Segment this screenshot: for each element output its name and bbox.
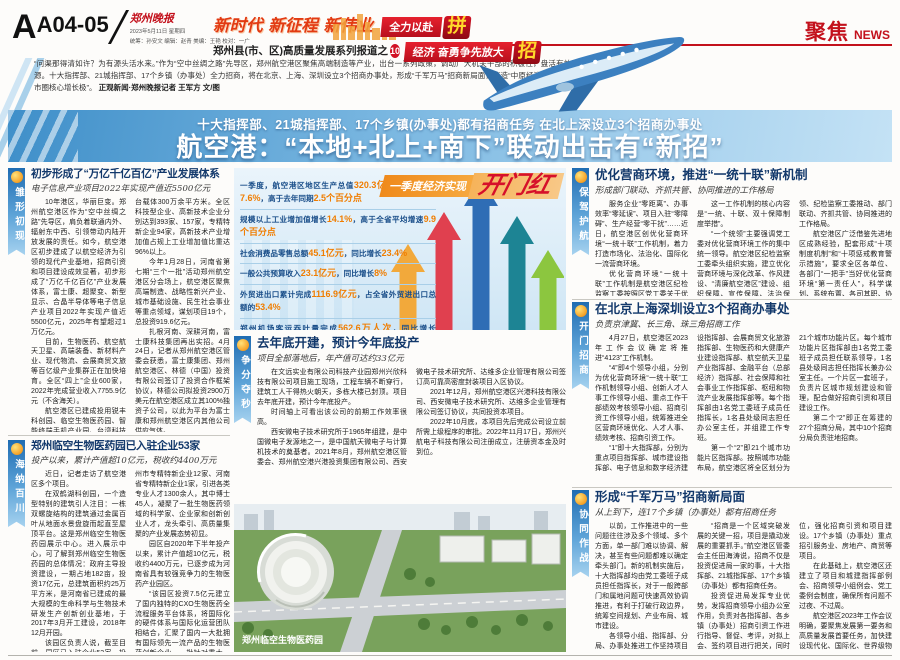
banner-text-1: 全力以赴 [380,17,443,38]
headline-banner: 十大指挥部、21城指挥部、17个乡镇(办事处)都有招商任务 在北上深设立3个招商… [8,110,892,162]
article-subhead: 从上到下，连17个乡镇（办事处）都有招商任务 [595,508,776,519]
stat-line: 规模以上工业增加值增长14.1%，高于全省平均增速9.9个百分点 [240,210,436,244]
divider [572,299,892,300]
article-subhead: 电子信息产业项目2022年实现产值近5500亿元 [31,184,211,195]
byline: 正观新闻·郑州晚报记者 王军方 文/图 [98,83,220,92]
aerial-photo-illustration: 郑州临空生物医药园 [234,504,566,652]
article-body: 服务企业“零距离”、办事效率“零延误”、项目入驻“零障碍”、生产经营“零干扰”…… [595,201,892,296]
series-line: 郑州县(市、区)高质量发展系列报道之 10 [213,43,401,58]
article-body: 10年港区，华丽巨变。郑州航空港区作为“空中丝绸之路”先导区，肩负着联通内外、辐… [31,199,230,432]
article-tab: 开门招商 [572,302,589,389]
article-body: 以前，工作推进中的一些问题往往涉及多个领域、多个方面，单一部门难以协调、解决，甚… [595,523,892,650]
article-body: 4月27日，航空港区2023年工作会议确定将推进“4123”工作机制。 “4”即4… [595,335,892,472]
article-construction-project: 争分夺秒 去年底开建，预计今年底投产 项目全部落地后，年产值可达约33亿元 在文… [234,336,566,500]
section-label: 聚焦 NEWS [805,16,890,46]
stat-line: 一般公共预算收入23.1亿元，同比增长8% [240,264,436,285]
article-title: 郑州临空生物医药园已入驻企业53家 [31,440,200,452]
series-number-badge: 10 [390,43,401,58]
article-title: 去年底开建，预计今年底投产 [257,336,420,350]
q1-economy-infographic: 一季度，航空港区地区生产总值320.3亿元，同比增长7.6%，高于去年同期2.5… [234,168,566,330]
section-name-en: NEWS [854,28,890,42]
masthead-divider [107,10,129,44]
article-title: 优化营商环境，推进“一统十联”新机制 [595,168,808,182]
stat-line: 郑州机场客运吞吐量完成562.6万人次，同比增长95.9% [240,322,436,330]
article-business-environment: 保驾护航 优化营商环境，推进“一统十联”新机制 形成部门联动、齐抓共管、协同推进… [572,168,892,296]
page-number-block: A A04-05 郑州晚报 2023年5月11日 星期四 统筹：孙安文 编辑：赵… [12,10,250,47]
date-line: 2023年5月11日 星期四 [129,29,186,35]
airplane-illustration [479,37,685,112]
series-text: 郑州县(市、区)高质量发展系列报道之 [213,45,388,57]
infographic-stats: 一季度，航空港区地区生产总值320.3亿元，同比增长7.6%，高于去年同期2.5… [240,176,436,330]
ribbon-text: 一季度经济实现 [379,175,478,197]
stat-line: 社会消费品零售总额45.1亿元，同比增长23.4% [240,244,436,265]
article-subhead: 负责京津冀、长三角、珠三角招商工作 [595,320,740,331]
article-subhead: 形成部门联动、齐抓共管、协同推进的工作格局 [595,186,774,197]
article-tab: 雏形初现 [8,168,25,255]
paper-name: 郑州晚报 [129,12,174,25]
divider [572,487,892,488]
article-tab: 协同作战 [572,490,589,577]
article-title: 初步形成了“万亿千亿百亿”产业发展体系 [31,168,220,180]
article-recruitment-pattern: 协同作战 形成“千军万马”招商新局面 从上到下，连17个乡镇（办事处）都有招商任… [572,490,892,652]
article-biomed-park: 海纳百川 郑州临空生物医药园已入驻企业53家 投产以来，累计产值超10亿元，税收… [8,440,230,652]
page-number: A04-05 [36,12,109,37]
article-tab: 海纳百川 [8,440,25,527]
aerial-photo: 郑州临空生物医药园 [234,504,566,652]
infographic-ribbon: 一季度经济实现 开门红 [379,170,565,199]
headline-kicker: 十大指挥部、21城指挥部、17个乡镇(办事处)都有招商任务 在北上深设立3个招商… [197,118,703,132]
page-bottom-rule [8,655,892,656]
ribbon-highlight: 开门红 [467,170,565,199]
article-subhead: 投产以来，累计产值超10亿元，税收约4400万元 [31,456,217,467]
page-letter: A [12,8,37,46]
article-tab: 争分夺秒 [234,336,251,423]
article-investment-offices: 开门招商 在北京上海深圳设立3个招商办事处 负责京津冀、长三角、珠三角招商工作 … [572,302,892,484]
main-headline: 航空港：“本地+北上+南下”联动出击有“新招” [176,132,724,162]
lede-paragraph: “问渠那得清如许？为有源头活水来。”作为“空中丝绸之路”先导区，郑州航空港区聚焦… [34,58,579,94]
credits-line: 统筹：孙安文 编辑：赵青 美编：王艳 校对：一广 [129,39,250,46]
stat-line: 外贸进出口累计完成1116.9亿元，占全省外贸进出口总额的53.4% [240,285,436,319]
article-tab: 保驾护航 [572,168,589,255]
photo-caption: 郑州临空生物医药园 [242,634,323,645]
article-industry-system: 雏形初现 初步形成了“万亿千亿百亿”产业发展体系 电子信息产业项目2022年实现… [8,168,230,432]
paper-identity: 郑州晚报 2023年5月11日 星期四 统筹：孙安文 编辑：赵青 美编：王艳 校… [130,10,250,47]
article-subhead: 项目全部落地后，年产值可达约33亿元 [257,354,404,365]
section-name-cn: 聚焦 [805,21,849,44]
article-body: 近日，记者走访了航空港区多个项目。 在双鹤湖科创园，一个造型特别的建筑引人注目：一… [31,471,230,652]
divider [8,435,230,436]
masthead-center: 新时代 新征程 新伟业 郑州县(市、区)高质量发展系列报道之 10 [213,12,401,58]
article-body: 在文远实业有限公司科技产业园郑州兴欣科技有限公司项目施工现场，工程车辆不断穿行，… [257,369,566,466]
growth-arrows-icon [391,178,564,330]
lede-text: “问渠那得清如许？为有源头活水来。”作为“空中丝绸之路”先导区，郑州航空港区聚焦… [34,59,579,92]
article-title: 形成“千军万马”招商新局面 [595,490,746,504]
article-title: 在北京上海深圳设立3个招商办事处 [595,302,790,316]
